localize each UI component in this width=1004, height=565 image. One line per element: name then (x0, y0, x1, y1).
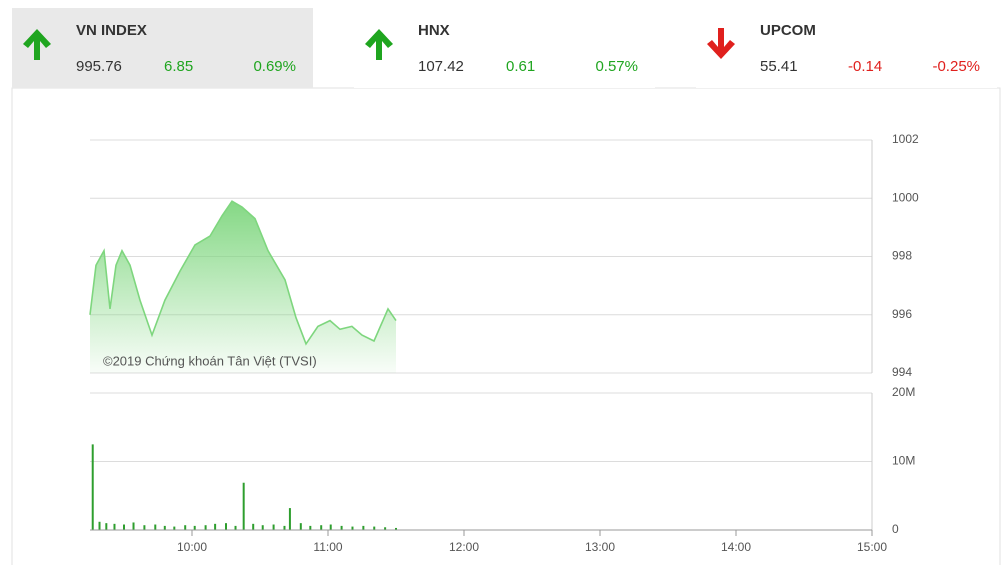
index-tab[interactable] (12, 8, 313, 88)
x-tick-label: 14:00 (721, 540, 751, 554)
bar (329, 524, 332, 530)
bar (252, 523, 255, 530)
index-percent: 0.57% (595, 58, 638, 75)
bar (225, 523, 227, 530)
bar (373, 526, 376, 530)
x-tick-label: 11:00 (313, 540, 342, 554)
y-tick-label: 10M (892, 454, 915, 468)
bar (163, 525, 166, 530)
y-tick-label: 0 (892, 522, 899, 536)
x-tick-label: 12:00 (449, 540, 479, 554)
bar (234, 525, 237, 530)
index-percent: 0.69% (253, 58, 296, 75)
bar (299, 523, 302, 530)
bar (351, 526, 354, 530)
index-tab[interactable] (354, 8, 655, 88)
y-tick-label: 20M (892, 385, 915, 399)
y-tick-label: 1000 (892, 190, 919, 204)
bar (242, 482, 245, 530)
bar (204, 525, 207, 530)
line (89, 200, 397, 346)
bar (340, 525, 343, 530)
bar (193, 525, 196, 530)
bar (395, 527, 397, 530)
bar (132, 522, 135, 530)
bar (123, 524, 125, 530)
index-value: 107.42 (418, 58, 464, 75)
bar (105, 523, 108, 530)
bar (154, 524, 157, 530)
bar (173, 526, 176, 530)
bar (283, 525, 286, 530)
bar (143, 525, 146, 530)
bar (214, 523, 217, 530)
x-tick-label: 15:00 (857, 540, 887, 554)
y-tick-label: 1002 (892, 132, 919, 146)
index-change: -0.14 (848, 58, 882, 75)
bar (91, 444, 94, 530)
bar (384, 527, 387, 530)
area (90, 201, 396, 373)
index-name: VN INDEX (76, 22, 147, 39)
bar (184, 525, 187, 530)
up-arrow (23, 29, 51, 60)
y-tick-label: 994 (892, 365, 912, 379)
y-tick-label: 998 (892, 249, 912, 263)
bar (320, 525, 323, 530)
index-value: 55.41 (760, 58, 798, 75)
up-arrow (365, 29, 393, 60)
index-change: 6.85 (164, 58, 193, 75)
bar (288, 508, 291, 530)
y-tick-label: 996 (892, 307, 912, 321)
bar (362, 525, 365, 530)
bar (98, 521, 101, 530)
annotation: ©2019 Chứng khoán Tân Việt (TVSI) (103, 353, 317, 368)
bar (309, 525, 312, 530)
down-arrow (707, 28, 735, 59)
index-name: UPCOM (760, 22, 816, 39)
x-tick-label: 13:00 (585, 540, 615, 554)
x-tick-label: 10:00 (177, 540, 207, 554)
index-name: HNX (418, 22, 450, 39)
bar (261, 525, 264, 530)
index-change: 0.61 (506, 58, 535, 75)
index-value: 995.76 (76, 58, 122, 75)
index-tab[interactable] (696, 8, 997, 88)
bar (113, 523, 116, 530)
bar (272, 524, 275, 530)
index-percent: -0.25% (932, 58, 980, 75)
